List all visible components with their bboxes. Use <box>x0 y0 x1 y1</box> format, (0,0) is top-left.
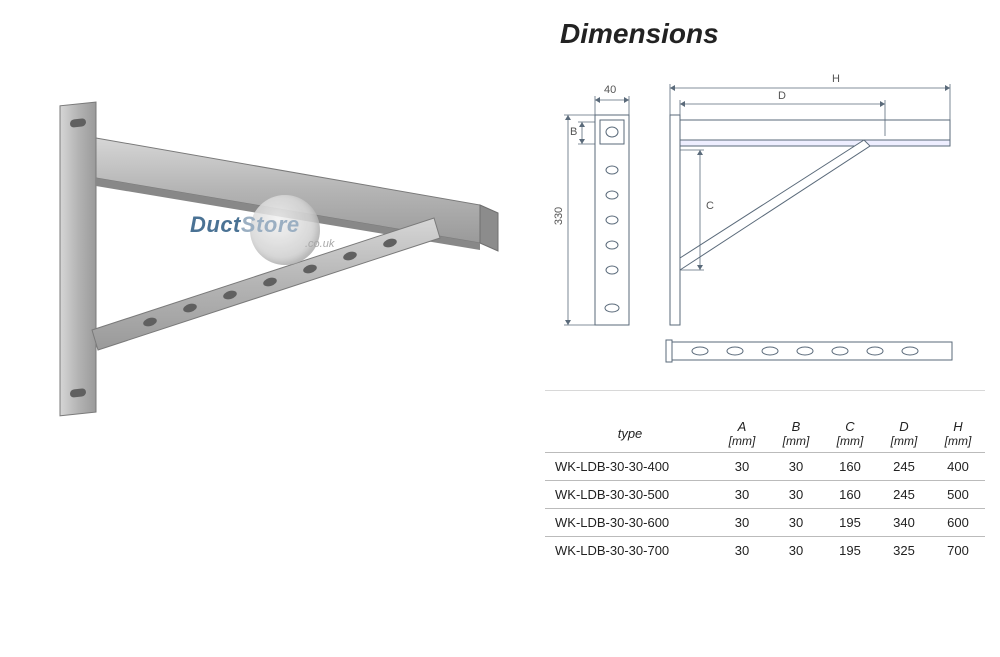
dim-label-D: D <box>778 90 786 102</box>
cell-H: 600 <box>931 509 985 537</box>
cell-C: 195 <box>823 509 877 537</box>
col-H-unit: [mm] <box>937 434 979 448</box>
col-H-label: H <box>953 419 962 434</box>
cell-D: 340 <box>877 509 931 537</box>
col-C-label: C <box>845 419 854 434</box>
table-row: WK-LDB-30-30-700 30 30 195 325 700 <box>545 537 985 565</box>
col-B: B[mm] <box>769 415 823 453</box>
col-A: A[mm] <box>715 415 769 453</box>
col-A-unit: [mm] <box>721 434 763 448</box>
divider-line <box>545 390 985 391</box>
col-D: D[mm] <box>877 415 931 453</box>
cell-A: 30 <box>715 537 769 565</box>
table-row: WK-LDB-30-30-500 30 30 160 245 500 <box>545 481 985 509</box>
cell-B: 30 <box>769 537 823 565</box>
cell-D: 245 <box>877 453 931 481</box>
cell-A: 30 <box>715 509 769 537</box>
cell-type: WK-LDB-30-30-500 <box>545 481 715 509</box>
table-row: WK-LDB-30-30-600 30 30 195 340 600 <box>545 509 985 537</box>
dim-label-C: C <box>706 200 714 212</box>
cell-B: 30 <box>769 509 823 537</box>
cell-D: 325 <box>877 537 931 565</box>
cell-C: 160 <box>823 453 877 481</box>
cell-H: 500 <box>931 481 985 509</box>
col-type-label: type <box>618 426 643 441</box>
cell-H: 700 <box>931 537 985 565</box>
dimensions-panel: Dimensions <box>530 0 990 375</box>
col-H: H[mm] <box>931 415 985 453</box>
dimensions-table-wrap: type A[mm] B[mm] C[mm] D[mm] H[mm] WK-LD… <box>545 415 985 564</box>
cell-type: WK-LDB-30-30-400 <box>545 453 715 481</box>
col-C: C[mm] <box>823 415 877 453</box>
dim-label-330: 330 <box>553 207 565 225</box>
cell-H: 400 <box>931 453 985 481</box>
cell-C: 160 <box>823 481 877 509</box>
dim-label-40: 40 <box>604 84 616 96</box>
cell-B: 30 <box>769 453 823 481</box>
dim-label-B: B <box>570 126 577 138</box>
col-C-unit: [mm] <box>829 434 871 448</box>
cell-A: 30 <box>715 481 769 509</box>
col-B-label: B <box>792 419 801 434</box>
col-D-unit: [mm] <box>883 434 925 448</box>
dimensions-heading: Dimensions <box>560 18 990 50</box>
cell-type: WK-LDB-30-30-700 <box>545 537 715 565</box>
table-row: WK-LDB-30-30-400 30 30 160 245 400 <box>545 453 985 481</box>
col-type: type <box>545 415 715 453</box>
col-D-label: D <box>899 419 908 434</box>
cell-A: 30 <box>715 453 769 481</box>
cell-B: 30 <box>769 481 823 509</box>
cell-type: WK-LDB-30-30-600 <box>545 509 715 537</box>
cell-C: 195 <box>823 537 877 565</box>
dimensions-table: type A[mm] B[mm] C[mm] D[mm] H[mm] WK-LD… <box>545 415 985 564</box>
table-body: WK-LDB-30-30-400 30 30 160 245 400 WK-LD… <box>545 453 985 565</box>
col-B-unit: [mm] <box>775 434 817 448</box>
bracket-illustration <box>20 30 500 450</box>
dim-label-H: H <box>832 73 840 85</box>
technical-diagram: 40 330 B C D H <box>540 60 980 375</box>
product-image-panel: DuctStore .co.uk <box>0 0 500 470</box>
cell-D: 245 <box>877 481 931 509</box>
table-header-row: type A[mm] B[mm] C[mm] D[mm] H[mm] <box>545 415 985 453</box>
col-A-label: A <box>738 419 747 434</box>
